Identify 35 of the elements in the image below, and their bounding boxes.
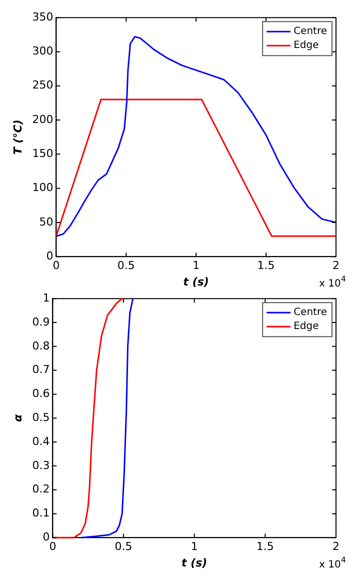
x-tick-label: 2 — [332, 259, 340, 272]
x-axis-title: t (s) — [181, 556, 208, 570]
legend-label: Centre — [294, 307, 327, 318]
y-tick-label: 0.6 — [32, 387, 50, 400]
x-tick-label: 1 — [190, 540, 198, 554]
y-tick-label: 200 — [32, 112, 54, 126]
y-tick-label: 300 — [32, 44, 54, 58]
y-tick-label: 0.4 — [32, 434, 50, 448]
x-tick-label: 1.5 — [257, 259, 275, 272]
legend-label: Edge — [294, 40, 319, 52]
y-tick-label: 0.8 — [32, 339, 50, 352]
y-tick-label: 350 — [32, 10, 54, 24]
y-tick-label: 100 — [32, 181, 54, 194]
x-tick-label: 1 — [192, 259, 200, 272]
y-tick-label: 0 — [46, 249, 54, 262]
y-tick-label: 0.5 — [32, 410, 50, 424]
y-tick-label: 150 — [32, 147, 54, 160]
y-axis-title: α — [11, 414, 24, 422]
y-axis-title: T (°C) — [11, 120, 24, 155]
legend-label: Centre — [294, 26, 327, 38]
x-axis-title: t (s) — [183, 275, 209, 288]
legend-label: Edge — [294, 321, 319, 332]
x-tick-label: 2 — [332, 540, 340, 554]
y-tick-label: 1 — [42, 291, 50, 304]
x-tick-label: 1.5 — [256, 540, 274, 554]
y-tick-label: 0 — [42, 530, 50, 544]
x-tick-label: 0.5 — [114, 540, 132, 554]
x-tick-label: 0.5 — [117, 259, 135, 272]
y-tick-label: 0.3 — [32, 458, 50, 472]
y-tick-label: 0.7 — [32, 363, 50, 376]
y-tick-label: 250 — [32, 78, 54, 92]
y-tick-label: 0.1 — [32, 506, 50, 520]
y-tick-label: 50 — [39, 215, 54, 228]
y-tick-label: 0.9 — [32, 315, 50, 328]
y-tick-label: 0.2 — [32, 482, 50, 496]
